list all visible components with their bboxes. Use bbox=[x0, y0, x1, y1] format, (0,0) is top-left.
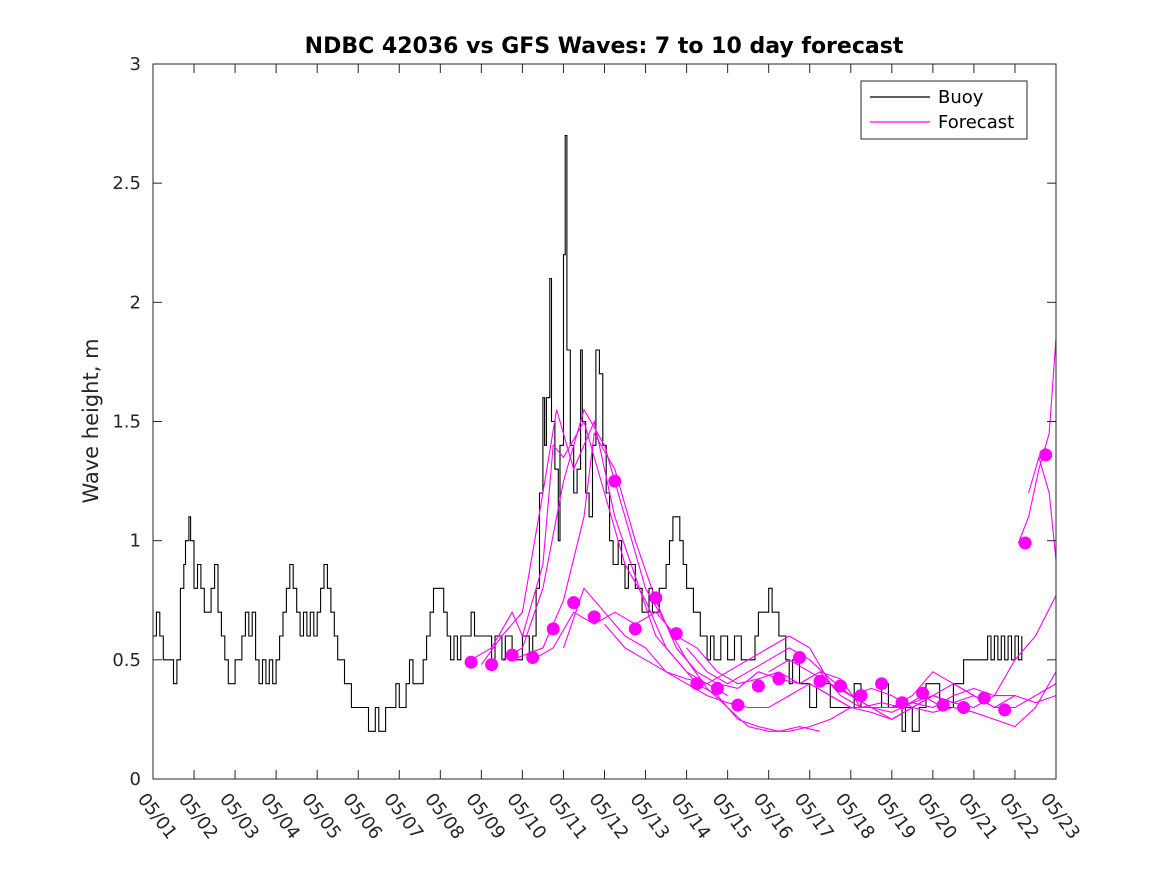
forecast-point-8 bbox=[608, 474, 622, 488]
forecast-point-29 bbox=[1039, 448, 1053, 462]
y-tick-label: 0 bbox=[130, 769, 141, 790]
y-tick-label: 3 bbox=[130, 54, 141, 75]
forecast-point-21 bbox=[875, 677, 889, 691]
y-tick-label: 2.5 bbox=[112, 173, 141, 194]
series-line-forecast-12 bbox=[1017, 338, 1056, 544]
legend-label-buoy: Buoy bbox=[938, 87, 984, 108]
y-tick-label: 0.5 bbox=[112, 650, 141, 671]
series-line-forecast-7 bbox=[604, 623, 1016, 721]
forecast-point-17 bbox=[793, 651, 806, 664]
forecast-point-18 bbox=[813, 674, 827, 688]
y-tick-label: 1.5 bbox=[112, 412, 141, 433]
forecast-point-11 bbox=[669, 627, 683, 641]
legend-box bbox=[860, 80, 1028, 140]
forecast-point-12 bbox=[690, 677, 704, 691]
y-tick-label: 1 bbox=[130, 531, 141, 552]
series-line-forecast-13 bbox=[1028, 455, 1056, 560]
forecast-point-13 bbox=[710, 681, 724, 695]
forecast-point-23 bbox=[916, 686, 930, 700]
plot-area bbox=[153, 134, 1056, 732]
forecast-point-16 bbox=[772, 672, 786, 686]
forecast-point-14 bbox=[731, 698, 745, 712]
series-line-forecast-3 bbox=[501, 408, 852, 732]
series-line-forecast-10 bbox=[809, 671, 1056, 709]
chart-title: NDBC 42036 vs GFS Waves: 7 to 10 day for… bbox=[305, 34, 904, 59]
series-line-forecast-2 bbox=[480, 409, 821, 732]
forecast-point-4 bbox=[526, 651, 540, 664]
forecast-point-20 bbox=[854, 689, 868, 703]
forecast-point-1 bbox=[464, 655, 478, 669]
forecast-point-22 bbox=[895, 696, 909, 710]
forecast-point-19 bbox=[834, 679, 847, 693]
forecast-point-10 bbox=[649, 591, 663, 605]
series-line-forecast-4 bbox=[511, 431, 903, 709]
forecast-point-9 bbox=[628, 622, 642, 636]
forecast-point-5 bbox=[546, 622, 560, 636]
series-group bbox=[153, 134, 1056, 732]
forecast-point-6 bbox=[567, 596, 581, 610]
legend: Buoy Forecast bbox=[860, 80, 1028, 140]
y-axis-label: Wave height, m bbox=[79, 338, 103, 503]
forecast-point-27 bbox=[998, 703, 1012, 717]
forecast-point-28 bbox=[1018, 536, 1032, 550]
forecast-point-7 bbox=[587, 610, 601, 624]
series-line-buoy bbox=[153, 134, 1023, 732]
forecast-point-25 bbox=[957, 701, 971, 714]
series-line-forecast-11 bbox=[891, 687, 1056, 709]
legend-label-forecast: Forecast bbox=[938, 112, 1014, 133]
series-line-forecast-9 bbox=[768, 659, 1056, 728]
forecast-point-3 bbox=[505, 648, 519, 662]
forecast-point-15 bbox=[751, 679, 765, 693]
y-tick-label: 2 bbox=[130, 292, 141, 313]
forecast-point-2 bbox=[485, 658, 499, 672]
forecast-point-24 bbox=[936, 698, 950, 712]
forecast-point-26 bbox=[977, 691, 991, 705]
